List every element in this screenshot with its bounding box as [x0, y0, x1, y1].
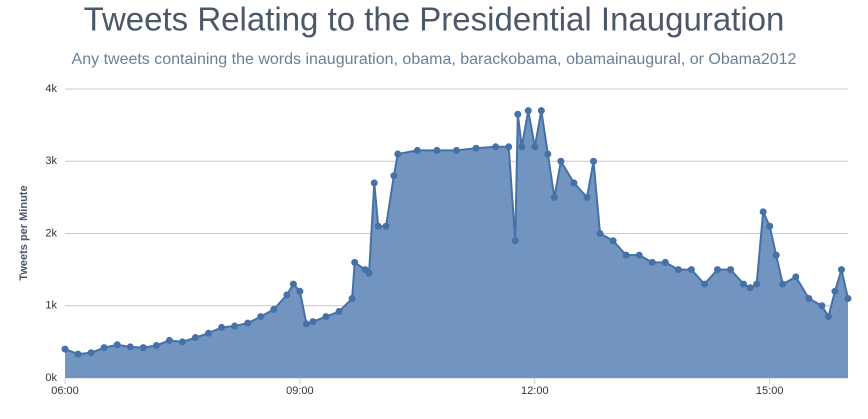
point	[727, 266, 735, 274]
point	[348, 295, 356, 303]
point	[365, 269, 373, 277]
point	[433, 146, 441, 154]
point	[524, 107, 532, 115]
point	[740, 280, 748, 288]
point	[178, 338, 186, 346]
point	[257, 313, 265, 321]
point	[374, 222, 382, 230]
point	[505, 143, 513, 151]
point	[661, 258, 669, 266]
point	[511, 237, 519, 245]
point	[837, 266, 845, 274]
point	[531, 143, 539, 151]
point	[244, 319, 252, 327]
point	[370, 179, 378, 187]
point	[492, 143, 500, 151]
point	[824, 313, 832, 321]
y-tick-label: 4k	[45, 83, 57, 95]
point	[113, 341, 121, 349]
point	[792, 273, 800, 281]
point	[218, 323, 226, 331]
x-tick-label: 06:00	[51, 385, 79, 397]
point	[746, 284, 754, 292]
point	[390, 172, 398, 180]
point	[557, 157, 565, 165]
y-tick-label: 0k	[45, 372, 57, 384]
point	[596, 230, 604, 237]
point	[583, 193, 591, 201]
point	[537, 107, 545, 115]
y-tick-label: 1k	[45, 300, 57, 312]
point	[152, 341, 160, 349]
point	[674, 266, 682, 274]
point	[772, 251, 780, 259]
point	[805, 295, 813, 303]
chart-subtitle: Any tweets containing the words inaugura…	[72, 51, 797, 68]
point	[518, 143, 526, 151]
point	[590, 157, 598, 165]
point	[322, 313, 330, 321]
point	[74, 350, 82, 358]
x-tick-label: 09:00	[286, 385, 314, 397]
y-axis-title: Tweets per Minute	[18, 185, 30, 280]
point	[289, 280, 297, 288]
point	[351, 258, 359, 266]
point	[231, 322, 239, 330]
point	[818, 302, 826, 310]
point	[622, 251, 630, 259]
point	[544, 150, 552, 158]
point	[413, 146, 421, 154]
point	[382, 222, 390, 230]
point	[609, 237, 617, 245]
point	[514, 110, 522, 118]
point	[753, 280, 761, 288]
point	[472, 144, 480, 152]
point	[139, 344, 147, 352]
point	[550, 193, 558, 201]
point	[394, 150, 402, 158]
point	[570, 179, 578, 187]
point	[648, 258, 656, 266]
point	[283, 291, 291, 299]
x-tick-label: 12:00	[521, 385, 549, 397]
point	[635, 251, 643, 259]
area	[65, 110, 848, 379]
point	[192, 334, 199, 342]
point	[831, 287, 839, 295]
point	[270, 305, 278, 313]
point	[844, 295, 852, 303]
point	[61, 345, 69, 353]
point	[453, 146, 460, 154]
line	[64, 110, 849, 356]
x-tick-label: 15:00	[756, 385, 784, 397]
point	[700, 280, 708, 288]
point	[766, 222, 774, 230]
point	[296, 287, 304, 295]
point	[126, 343, 134, 351]
point	[714, 266, 721, 274]
point	[779, 280, 787, 288]
point	[759, 208, 767, 216]
y-tick-label: 2k	[45, 227, 57, 239]
point	[687, 266, 695, 274]
point	[165, 336, 173, 344]
point	[309, 318, 317, 326]
point	[205, 329, 213, 337]
point	[100, 344, 108, 352]
y-tick-label: 3k	[45, 155, 57, 167]
point	[335, 308, 343, 316]
point	[87, 349, 95, 357]
point	[302, 320, 310, 328]
chart-title: Tweets Relating to the Presidential Inau…	[84, 1, 785, 38]
